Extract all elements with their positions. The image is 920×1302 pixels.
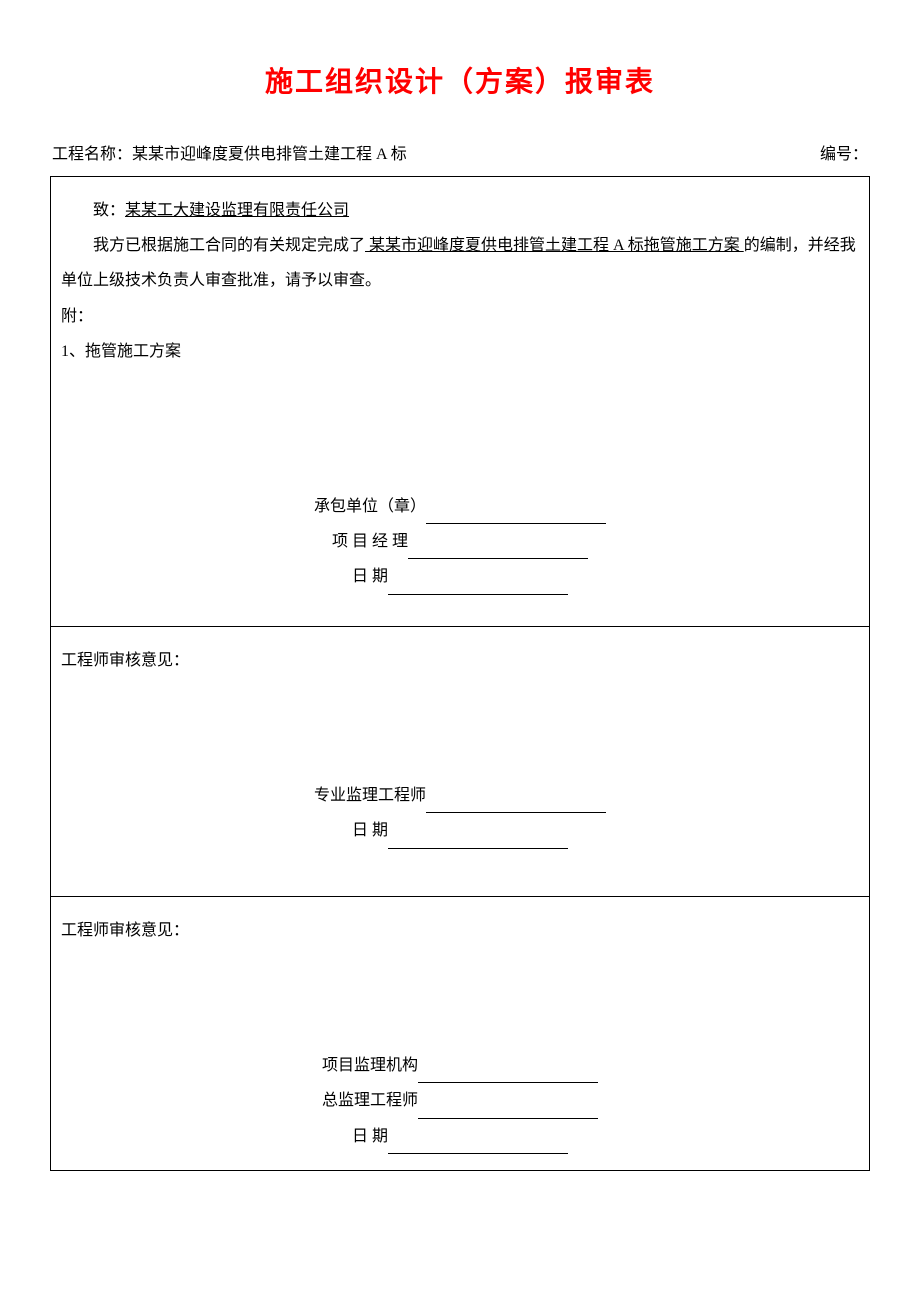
sig-date-label: 日 期 [352,568,388,585]
sig-date-2-label: 日 期 [352,822,388,839]
project-name: 工程名称：某某市迎峰度夏供电排管土建工程 A 标 [52,140,820,164]
section-engineer-review-1: 工程师审核意见： 专业监理工程师 日 期 [51,627,870,897]
serial-number: 编号： [820,140,868,164]
signature-block-1: 承包单位（章） 项 目 经 理 日 期 [61,489,859,595]
project-label: 工程名称： [52,146,132,163]
body-prefix: 我方已根据施工合同的有关规定完成了 [93,237,365,254]
sig-manager: 项 目 经 理 [332,524,588,559]
sig-chief-supervisor-label: 总监理工程师 [322,1092,418,1109]
to-value: 某某工大建设监理有限责任公司 [125,202,349,219]
to-label: 致： [93,202,125,219]
blank-line [418,1101,598,1119]
sig-manager-label: 项 目 经 理 [332,533,408,550]
signature-block-2: 专业监理工程师 日 期 [61,778,859,848]
sig-project-org-label: 项目监理机构 [322,1057,418,1074]
sig-date: 日 期 [352,559,568,594]
blank-line [388,1136,568,1154]
section-engineer-review-2: 工程师审核意见： 项目监理机构 总监理工程师 日 期 [51,897,870,1171]
form-table: 致：某某工大建设监理有限责任公司 我方已根据施工合同的有关规定完成了 某某市迎峰… [50,176,870,1171]
blank-line [388,831,568,849]
sig-supervisor: 专业监理工程师 [314,778,606,813]
sig-contractor: 承包单位（章） [314,489,606,524]
sig-date-3-label: 日 期 [352,1128,388,1145]
attach-item: 1、拖管施工方案 [61,334,859,369]
sig-date-2: 日 期 [352,813,568,848]
sig-date-3: 日 期 [352,1119,568,1154]
body-text: 我方已根据施工合同的有关规定完成了 某某市迎峰度夏供电排管土建工程 A 标拖管施… [61,228,859,298]
blank-line [388,577,568,595]
signature-block-3: 项目监理机构 总监理工程师 日 期 [61,1048,859,1154]
sig-project-org: 项目监理机构 [322,1048,598,1083]
attach-label: 附： [61,299,859,334]
form-title: 施工组织设计（方案）报审表 [50,60,870,100]
project-value: 某某市迎峰度夏供电排管土建工程 A 标 [132,146,407,163]
blank-line [408,541,588,559]
blank-line [426,506,606,524]
blank-line [418,1065,598,1083]
blank-line [426,795,606,813]
sig-contractor-label: 承包单位（章） [314,498,426,515]
to-line: 致：某某工大建设监理有限责任公司 [61,193,859,228]
body-underlined: 某某市迎峰度夏供电排管土建工程 A 标拖管施工方案 [365,237,744,254]
sig-chief-supervisor: 总监理工程师 [322,1083,598,1118]
engineer-review-heading-1: 工程师审核意见： [61,643,859,678]
header-row: 工程名称：某某市迎峰度夏供电排管土建工程 A 标 编号： [50,140,870,164]
engineer-review-heading-2: 工程师审核意见： [61,913,859,948]
section-applicant: 致：某某工大建设监理有限责任公司 我方已根据施工合同的有关规定完成了 某某市迎峰… [51,177,870,627]
sig-supervisor-label: 专业监理工程师 [314,787,426,804]
